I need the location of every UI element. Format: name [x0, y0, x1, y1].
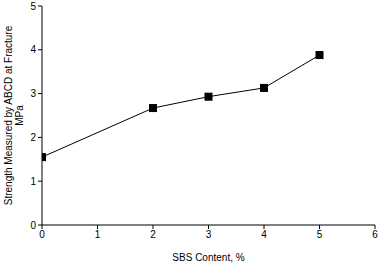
svg-text:SBS Content, %: SBS Content, %	[172, 252, 244, 263]
svg-text:1: 1	[30, 176, 36, 187]
svg-text:1: 1	[95, 229, 101, 240]
svg-text:2: 2	[30, 132, 36, 143]
svg-text:3: 3	[30, 88, 36, 99]
svg-text:Strength Measured by ABCD at F: Strength Measured by ABCD at FractureMPa	[8, 25, 25, 205]
svg-text:6: 6	[372, 229, 378, 240]
svg-text:4: 4	[261, 229, 267, 240]
svg-text:3: 3	[206, 229, 212, 240]
svg-text:0: 0	[39, 229, 45, 240]
svg-text:4: 4	[30, 44, 36, 55]
svg-text:0: 0	[30, 220, 36, 231]
svg-text:5: 5	[317, 229, 323, 240]
svg-text:2: 2	[150, 229, 156, 240]
svg-text:5: 5	[30, 1, 36, 12]
